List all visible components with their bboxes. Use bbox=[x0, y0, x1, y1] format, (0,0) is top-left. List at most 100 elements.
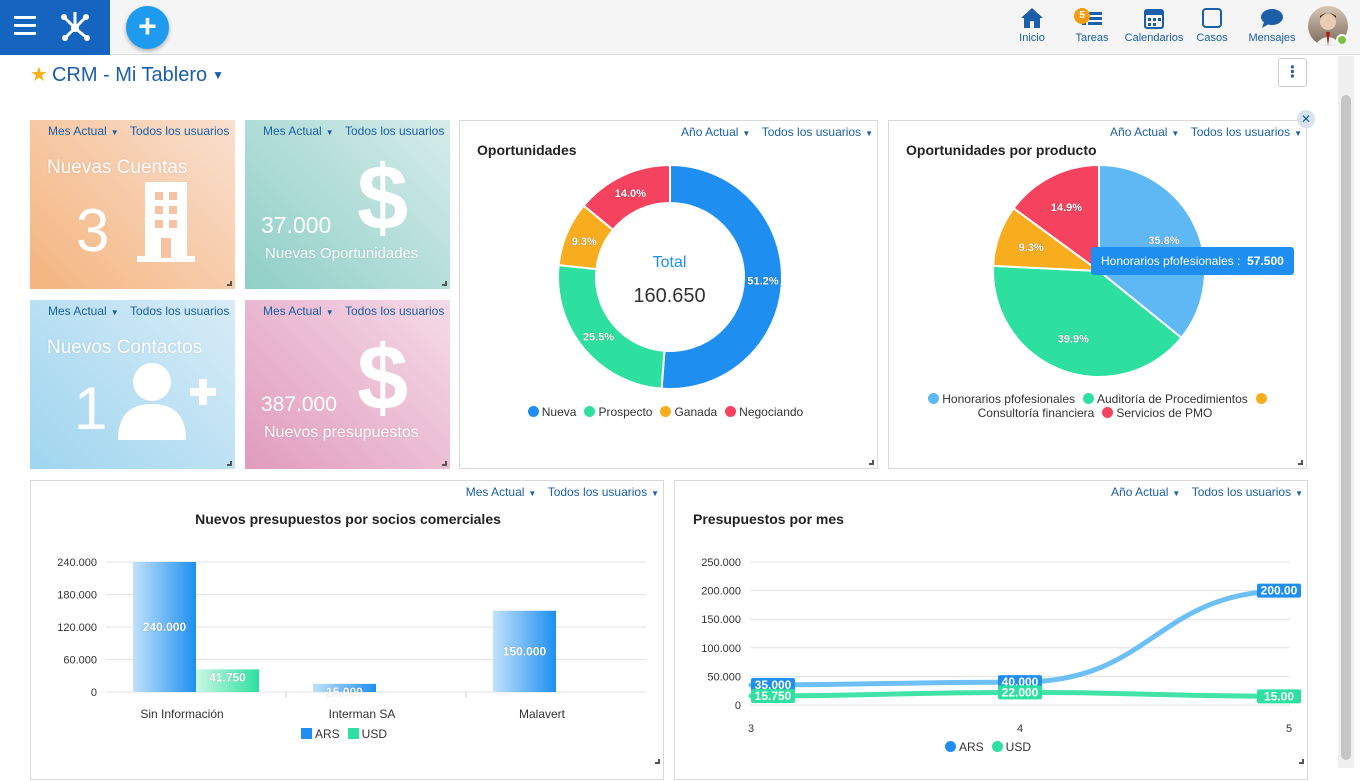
legend-item[interactable]: Nueva bbox=[527, 405, 576, 419]
card-filters[interactable]: Mes Actual ▼ Todos los usuarios ▼ bbox=[458, 485, 659, 499]
resize-handle[interactable] bbox=[1299, 759, 1304, 764]
pie-chart: 35.8% 39.9% 9.3% 14.9% bbox=[992, 163, 1206, 378]
filter-users[interactable]: Todos los usuarios▼ bbox=[544, 485, 659, 499]
tile-filters[interactable]: Mes Actual▼ Todos los usuarios▼ bbox=[259, 304, 450, 318]
line-series[interactable] bbox=[748, 588, 1292, 688]
close-icon[interactable]: ✕ bbox=[1297, 110, 1315, 128]
point-label-box bbox=[751, 677, 795, 692]
pie-slice[interactable] bbox=[582, 163, 671, 232]
filter-period[interactable]: Año Actual ▼ bbox=[677, 125, 750, 139]
legend-item[interactable]: ARS bbox=[300, 727, 340, 741]
legend-label: ARS bbox=[958, 740, 984, 754]
tile-nuevas-cuentas[interactable]: Mes Actual▼ Todos los usuarios▼ Nuevas C… bbox=[30, 120, 235, 289]
legend-item[interactable]: Servicios de PMO bbox=[1102, 406, 1212, 420]
card-filters[interactable]: Año Actual ▼ Todos los usuarios ▼ bbox=[673, 125, 873, 139]
nav-mensajes[interactable]: Mensajes bbox=[1248, 6, 1296, 44]
pie-slice[interactable] bbox=[660, 163, 783, 390]
donut-total-value: 160.650 bbox=[633, 285, 706, 307]
legend-item[interactable]: Auditoría de Procedimientos bbox=[1083, 392, 1248, 406]
legend-label: Negociando bbox=[739, 405, 804, 419]
tile-filters[interactable]: Mes Actual▼ Todos los usuarios▼ bbox=[259, 124, 450, 138]
filter-users[interactable]: Todos los usuarios▼ bbox=[1188, 485, 1303, 499]
legend-item[interactable]: ARS bbox=[944, 740, 984, 754]
bar-value-label: 15.000 bbox=[326, 685, 363, 699]
tile-filters[interactable]: Mes Actual▼ Todos los usuarios▼ bbox=[44, 304, 235, 318]
chart-legend: ARS USD bbox=[31, 727, 665, 741]
filter-period[interactable]: Mes Actual ▼ bbox=[44, 304, 119, 318]
tile-nuevas-oportunidades[interactable]: Mes Actual▼ Todos los usuarios▼ $ 37.000… bbox=[245, 120, 450, 289]
resize-handle[interactable] bbox=[442, 461, 447, 466]
tile-nuevos-presupuestos[interactable]: Mes Actual▼ Todos los usuarios▼ $ 387.00… bbox=[245, 300, 450, 469]
bar[interactable] bbox=[196, 669, 259, 692]
legend-item[interactable]: USD bbox=[991, 740, 1031, 754]
chevron-down-icon[interactable]: ▼ bbox=[212, 68, 225, 82]
nav-inicio[interactable]: Inicio bbox=[1016, 6, 1048, 44]
tile-filters[interactable]: Mes Actual▼ Todos los usuarios▼ bbox=[44, 124, 235, 138]
scrollbar-thumb[interactable] bbox=[1341, 95, 1351, 760]
resize-handle[interactable] bbox=[1298, 460, 1303, 465]
legend-item[interactable]: Honorarios pfofesionales bbox=[928, 392, 1075, 406]
resize-handle[interactable] bbox=[655, 759, 660, 764]
legend-item[interactable]: Consultoría financiera bbox=[978, 392, 1270, 420]
logo-icon[interactable] bbox=[55, 8, 95, 46]
filter-users[interactable]: Todos los usuarios▼ bbox=[126, 304, 235, 318]
legend-marker bbox=[1102, 407, 1114, 418]
card-filters[interactable]: Año Actual ▼ Todos los usuarios ▼ bbox=[1102, 125, 1302, 139]
slice-label: 25.5% bbox=[583, 332, 614, 344]
legend-label: Servicios de PMO bbox=[1116, 406, 1213, 420]
pie-slice[interactable] bbox=[992, 264, 1183, 378]
bar[interactable] bbox=[313, 683, 376, 692]
slice-label: 9.3% bbox=[1019, 242, 1044, 254]
card-filters[interactable]: Año Actual ▼ Todos los usuarios ▼ bbox=[1103, 485, 1303, 499]
filter-period[interactable]: Año Actual ▼ bbox=[1106, 125, 1179, 139]
legend-item[interactable]: USD bbox=[347, 727, 387, 741]
dollar-icon: $ bbox=[357, 327, 409, 429]
nav-label: Inicio bbox=[1019, 32, 1045, 44]
legend-label: ARS bbox=[314, 727, 340, 741]
x-tick-label: Sin Información bbox=[140, 707, 223, 721]
nav-casos[interactable]: Casos bbox=[1196, 6, 1228, 44]
page-title[interactable]: ★ CRM - Mi Tablero ▼ bbox=[30, 62, 224, 87]
pie-slice[interactable] bbox=[557, 263, 666, 390]
chevron-down-icon: ▼ bbox=[528, 489, 537, 498]
tile-value: 387.000 bbox=[261, 393, 337, 416]
pie-slice[interactable] bbox=[1012, 163, 1100, 273]
chevron-down-icon: ▼ bbox=[233, 128, 235, 137]
chevron-down-icon: ▼ bbox=[1171, 129, 1180, 138]
filter-users[interactable]: Todos los usuarios▼ bbox=[126, 124, 235, 138]
donut-total-label: Total bbox=[652, 254, 687, 271]
more-options-button[interactable]: ⋮ bbox=[1278, 58, 1307, 87]
resize-handle[interactable] bbox=[227, 281, 232, 286]
menu-icon[interactable] bbox=[14, 16, 36, 38]
filter-period[interactable]: Mes Actual ▼ bbox=[259, 124, 334, 138]
filter-period[interactable]: Mes Actual ▼ bbox=[44, 124, 119, 138]
y-tick-label: 240.000 bbox=[57, 557, 97, 569]
add-button[interactable]: + bbox=[126, 6, 169, 49]
legend-item[interactable]: Ganada bbox=[660, 405, 717, 419]
y-tick-label: 0 bbox=[91, 687, 97, 699]
bar-value-label: 41.750 bbox=[209, 670, 246, 684]
legend-item[interactable]: Negociando bbox=[725, 405, 803, 419]
filter-users[interactable]: Todos los usuarios▼ bbox=[758, 125, 873, 139]
resize-handle[interactable] bbox=[227, 461, 232, 466]
filter-period[interactable]: Mes Actual ▼ bbox=[462, 485, 537, 499]
tasks-badge: 5 bbox=[1074, 8, 1090, 24]
nav-calendarios[interactable]: Calendarios bbox=[1124, 6, 1184, 44]
favorite-star-icon[interactable]: ★ bbox=[30, 64, 48, 86]
card-presupuestos-mes: Año Actual ▼ Todos los usuarios ▼ Presupue… bbox=[674, 480, 1308, 780]
resize-handle[interactable] bbox=[869, 460, 874, 465]
filter-users[interactable]: Todos los usuarios▼ bbox=[341, 304, 450, 318]
filter-period[interactable]: Año Actual ▼ bbox=[1107, 485, 1180, 499]
filter-users[interactable]: Todos los usuarios▼ bbox=[1187, 125, 1302, 139]
point-label-box bbox=[1257, 583, 1301, 598]
bar[interactable] bbox=[493, 610, 556, 692]
y-tick-label: 180.000 bbox=[57, 590, 97, 602]
filter-period[interactable]: Mes Actual ▼ bbox=[259, 304, 334, 318]
nav-tareas[interactable]: 5 Tareas bbox=[1074, 6, 1110, 44]
filter-users[interactable]: Todos los usuarios▼ bbox=[341, 124, 450, 138]
resize-handle[interactable] bbox=[442, 281, 447, 286]
nav-label: Casos bbox=[1196, 32, 1228, 44]
tile-nuevos-contactos[interactable]: Mes Actual▼ Todos los usuarios▼ Nuevos C… bbox=[30, 300, 235, 469]
bar[interactable] bbox=[133, 562, 196, 692]
legend-item[interactable]: Prospecto bbox=[584, 405, 652, 419]
